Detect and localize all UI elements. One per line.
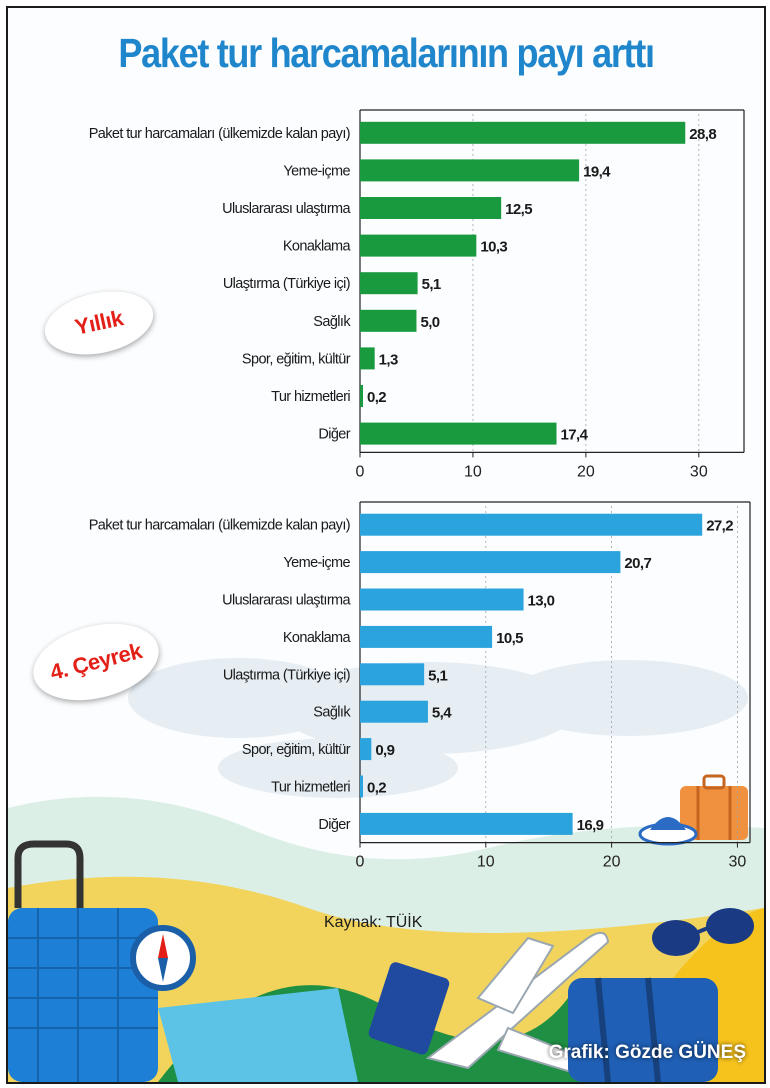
value-label: 27,2 xyxy=(706,518,733,535)
category-label: Paket tur harcamaları (ülkemizde kalan p… xyxy=(89,518,350,534)
bar xyxy=(360,422,557,445)
source-note: Kaynak: TÜİK xyxy=(324,914,423,931)
category-label: Sağlık xyxy=(313,705,351,721)
bar xyxy=(360,663,425,686)
x-tick-label: 10 xyxy=(464,463,482,480)
bar xyxy=(360,588,524,611)
graphic-credit: Grafik: Gözde GÜNEŞ xyxy=(548,1042,746,1063)
bar xyxy=(360,700,428,723)
page-title: Paket tur harcamalarının payı arttı xyxy=(118,30,655,76)
x-tick-label: 30 xyxy=(690,463,708,480)
x-tick-label: 0 xyxy=(356,854,365,871)
value-label: 5,0 xyxy=(420,314,439,331)
value-label: 17,4 xyxy=(561,427,589,444)
bar xyxy=(360,159,580,182)
category-label: Uluslararası ulaştırma xyxy=(222,201,351,217)
bar xyxy=(360,551,621,574)
bar xyxy=(360,385,363,407)
category-label: Diğer xyxy=(318,427,350,443)
value-label: 28,8 xyxy=(689,126,716,143)
category-label: Yeme-içme xyxy=(283,163,350,179)
x-tick-label: 30 xyxy=(729,854,747,871)
bar xyxy=(360,347,375,370)
value-label: 5,1 xyxy=(428,667,447,684)
category-label: Diğer xyxy=(318,817,350,833)
compass-illustration xyxy=(130,925,196,991)
category-label: Spor, eğitim, kültür xyxy=(242,351,351,367)
value-label: 5,1 xyxy=(422,276,441,293)
category-label: Tur hizmetleri xyxy=(271,389,350,405)
category-label: Paket tur harcamaları (ülkemizde kalan p… xyxy=(89,126,350,142)
category-label: Uluslararası ulaştırma xyxy=(222,593,351,609)
value-label: 10,3 xyxy=(480,239,507,256)
x-tick-label: 20 xyxy=(603,854,621,871)
category-label: Sağlık xyxy=(313,314,351,330)
value-label: 10,5 xyxy=(496,630,523,647)
bar xyxy=(360,775,363,798)
quarterly-bar-chart: 0 10 20 30 Paket tur harcamaları (ülkemizde … xyxy=(89,501,751,871)
bar xyxy=(360,812,573,835)
bar xyxy=(360,513,703,536)
category-label: Tur hizmetleri xyxy=(271,780,350,796)
bar xyxy=(360,738,372,761)
category-label: Ulaştırma (Türkiye içi) xyxy=(223,276,350,292)
bar xyxy=(360,272,418,295)
x-tick-label: 0 xyxy=(356,463,365,480)
value-label: 0,9 xyxy=(375,742,394,759)
value-label: 1,3 xyxy=(379,351,398,368)
value-label: 0,2 xyxy=(367,389,386,406)
category-label: Konaklama xyxy=(283,239,352,255)
x-tick-label: 20 xyxy=(577,463,595,480)
value-label: 12,5 xyxy=(505,201,532,218)
bar xyxy=(360,197,502,219)
passport-illustration xyxy=(368,962,450,1055)
category-label: Ulaştırma (Türkiye içi) xyxy=(223,667,350,683)
bar xyxy=(360,121,686,144)
x-tick-label: 10 xyxy=(477,854,495,871)
bar xyxy=(360,309,417,332)
sunglasses-illustration xyxy=(652,908,754,956)
category-label: Spor, eğitim, kültür xyxy=(242,742,351,758)
bar xyxy=(360,234,477,257)
value-label: 20,7 xyxy=(624,555,651,572)
category-label: Yeme-içme xyxy=(283,555,350,571)
annual-bar-chart: 0 10 20 30 Paket tur harcamaları (ülkemizde … xyxy=(89,109,745,480)
value-label: 5,4 xyxy=(432,705,452,722)
value-label: 13,0 xyxy=(528,593,555,610)
bar xyxy=(360,625,493,648)
suitcase-illustration xyxy=(8,908,158,1082)
value-label: 16,9 xyxy=(577,817,604,834)
category-label: Konaklama xyxy=(283,630,352,646)
value-label: 19,4 xyxy=(583,163,611,180)
infographic-frame: Paket tur harcamalarının payı arttı 0 10 2… xyxy=(6,6,766,1084)
value-label: 0,2 xyxy=(367,780,386,797)
